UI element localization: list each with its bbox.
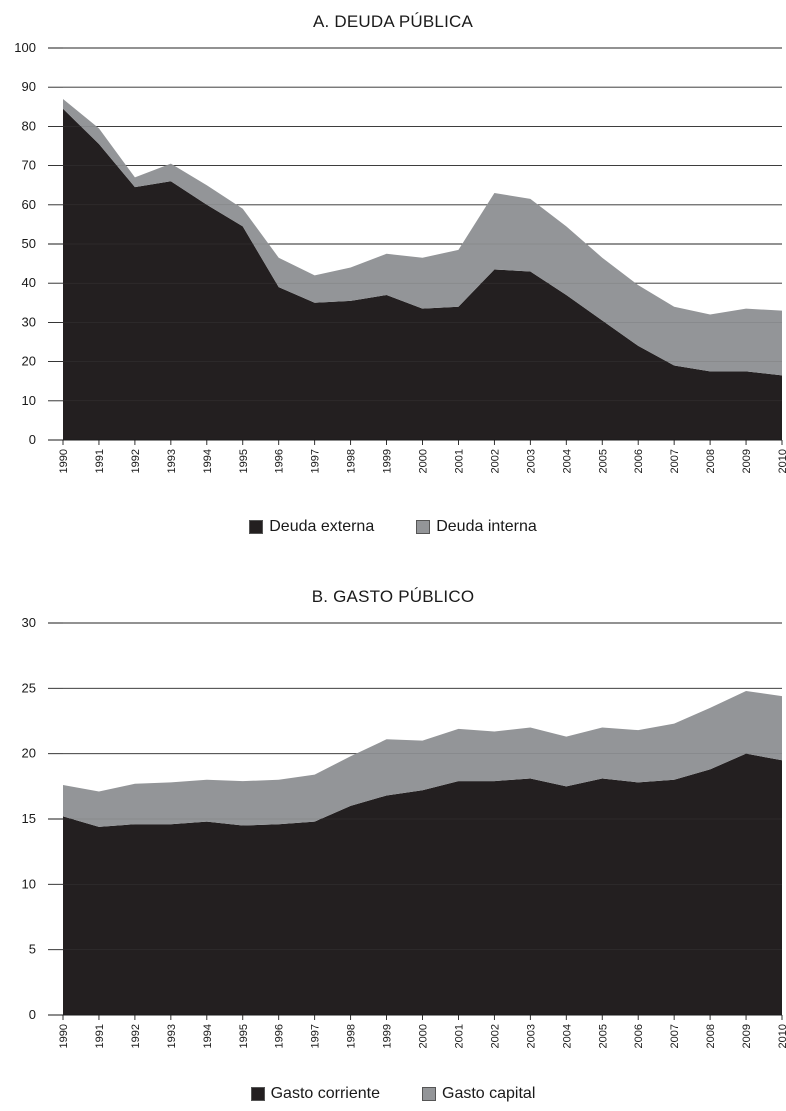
- x-tick-label: 1996: [274, 449, 286, 473]
- y-tick-label: 0: [29, 432, 36, 447]
- area-series-secondary: [63, 690, 782, 827]
- x-tick-label: 2006: [633, 449, 645, 473]
- x-tick-label: 2010: [777, 1024, 786, 1048]
- x-tick-label: 2000: [418, 1024, 430, 1048]
- x-tick-label: 2006: [633, 1024, 645, 1048]
- x-tick-label: 1994: [202, 1024, 214, 1048]
- x-tick-label: 2002: [489, 449, 501, 473]
- y-tick-label: 30: [22, 615, 36, 630]
- y-tick-label: 10: [22, 393, 36, 408]
- legend-item: Deuda interna: [416, 518, 537, 536]
- chart-panel-b: B. GASTO PÚBLICO 0 5 10 15 20 25 30 1990 1991 199…: [0, 575, 786, 1111]
- x-tick-label: 2005: [597, 449, 609, 473]
- y-tick-label: 40: [22, 275, 36, 290]
- legend-item: Deuda externa: [249, 518, 374, 536]
- x-tick-label: 1991: [94, 1024, 106, 1048]
- x-tick-label: 2001: [453, 449, 465, 473]
- x-tick-label: 1997: [310, 449, 322, 473]
- legend-label: Deuda interna: [436, 518, 537, 535]
- y-tick-label: 25: [22, 680, 36, 695]
- x-tick-label: 2009: [741, 1024, 753, 1048]
- x-tick-label: 1997: [310, 1024, 322, 1048]
- legend-label: Deuda externa: [269, 518, 375, 535]
- chart-panel-a: A. DEUDA PÚBLICA 0 10 20 30 40 50 60 70 80 90 100 1…: [0, 12, 786, 536]
- x-tick-label: 1992: [130, 1024, 142, 1048]
- x-tick-label: 2003: [525, 449, 537, 473]
- x-tick-label: 2003: [525, 1024, 537, 1048]
- legend: Deuda externa Deuda interna: [0, 518, 786, 536]
- x-tick-label: 1993: [166, 449, 178, 473]
- legend-label: Gasto corriente: [270, 1085, 380, 1102]
- x-tick-label: 1994: [202, 449, 214, 473]
- chart-title: B. GASTO PÚBLICO: [311, 587, 475, 606]
- x-tick-label: 1998: [346, 449, 358, 473]
- x-tick-label: 2007: [669, 449, 681, 473]
- x-tick-label: 2010: [777, 449, 786, 473]
- legend: Gasto corriente Gasto capital: [0, 1085, 786, 1103]
- y-tick-label: 20: [22, 354, 36, 369]
- y-tick-label: 70: [22, 158, 36, 173]
- legend-item: Gasto capital: [422, 1085, 535, 1103]
- chart-title: A. DEUDA PÚBLICA: [312, 12, 474, 31]
- x-tick-label: 2009: [741, 449, 753, 473]
- y-tick-label: 20: [22, 746, 36, 761]
- legend-swatch: [422, 1087, 436, 1101]
- chart-b-plot: 0 5 10 15 20 25 30 1990 1991 1992 1993 1994 1995 1996…: [22, 615, 786, 1048]
- y-tick-label: 10: [22, 876, 36, 891]
- x-tick-label: 2001: [453, 1024, 465, 1048]
- chart-a-plot: 0 10 20 30 40 50 60 70 80 90 100 1990 1991 1992 1993 19…: [14, 40, 786, 473]
- x-tick-label: 1998: [346, 1024, 358, 1048]
- y-tick-label: 100: [14, 40, 36, 55]
- y-tick-label: 30: [22, 314, 36, 329]
- area-series-primary: [63, 753, 782, 1015]
- x-tick-label: 2004: [561, 449, 573, 473]
- x-tick-label: 1990: [58, 449, 70, 473]
- x-tick-label: 1991: [94, 449, 106, 473]
- area-series-primary: [63, 108, 782, 440]
- x-tick-label: 1995: [238, 1024, 250, 1048]
- legend-item: Gasto corriente: [250, 1085, 380, 1103]
- y-tick-label: 60: [22, 197, 36, 212]
- x-tick-label: 1993: [166, 1024, 178, 1048]
- legend-swatch: [416, 520, 431, 534]
- y-tick-label: 5: [29, 942, 36, 957]
- y-tick-label: 0: [29, 1007, 36, 1022]
- legend-swatch: [250, 1087, 265, 1101]
- legend-label: Gasto capital: [442, 1085, 536, 1102]
- area-series-secondary: [63, 98, 782, 376]
- x-tick-label: 1999: [382, 449, 394, 473]
- x-tick-label: 2000: [418, 449, 430, 473]
- x-tick-label: 2002: [489, 1024, 501, 1048]
- x-tick-label: 1990: [58, 1024, 70, 1048]
- x-tick-label: 1992: [130, 449, 142, 473]
- x-tick-label: 2004: [561, 1024, 573, 1048]
- x-tick-label: 1999: [382, 1024, 394, 1048]
- x-tick-label: 2007: [669, 1024, 681, 1048]
- y-tick-label: 50: [22, 236, 36, 251]
- x-tick-label: 2008: [705, 449, 717, 473]
- y-tick-label: 15: [22, 811, 36, 826]
- y-tick-label: 90: [22, 79, 36, 94]
- x-tick-label: 1995: [238, 449, 250, 473]
- legend-swatch: [249, 520, 264, 534]
- x-tick-label: 2008: [705, 1024, 717, 1048]
- x-tick-label: 1996: [274, 1024, 286, 1048]
- y-tick-label: 80: [22, 118, 36, 133]
- x-tick-label: 2005: [597, 1024, 609, 1048]
